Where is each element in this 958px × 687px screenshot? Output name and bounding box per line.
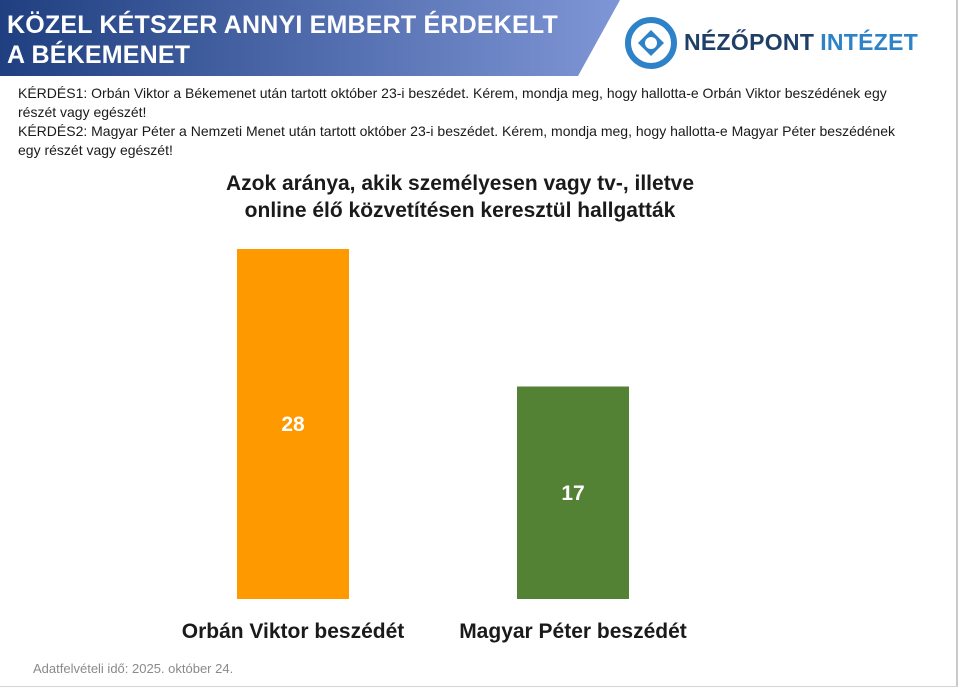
logo-word-nezopont: NÉZŐPONT [684, 29, 815, 55]
category-label-orban-viktor-beszedet: Orbán Viktor beszédét [182, 620, 405, 643]
bar-magyar-peter-beszedet [517, 386, 629, 599]
page-title: KÖZEL KÉTSZER ANNYI EMBERT ÉRDEKELT A BÉ… [7, 11, 559, 69]
slide-edge-right [956, 0, 958, 687]
nezopont-logo-icon [625, 17, 677, 69]
nezopont-logo: NÉZŐPONT INTÉZET [624, 16, 924, 70]
data-label-magyar-peter-beszedet: 17 [561, 482, 584, 505]
header-banner: KÖZEL KÉTSZER ANNYI EMBERT ÉRDEKELT A BÉ… [0, 0, 620, 76]
category-label-magyar-peter-beszedet: Magyar Péter beszédét [459, 620, 687, 643]
question-1-text: KÉRDÉS1: Orbán Viktor a Békemenet után t… [18, 85, 887, 120]
data-label-orban-viktor-beszedet: 28 [281, 413, 305, 436]
chart-title: Azok aránya, akik személyesen vagy tv-, … [225, 172, 695, 222]
question-2-text: KÉRDÉS2: Magyar Péter a Nemzeti Menet ut… [18, 123, 896, 158]
bar-orban-viktor-beszedet [237, 249, 349, 599]
footnote: Adatfelvételi idő: 2025. október 24. [33, 661, 234, 676]
logo-wordmark: NÉZŐPONT INTÉZET [684, 29, 918, 56]
header-banner-shape [0, 0, 620, 76]
logo-word-intezet: INTÉZET [820, 29, 919, 55]
